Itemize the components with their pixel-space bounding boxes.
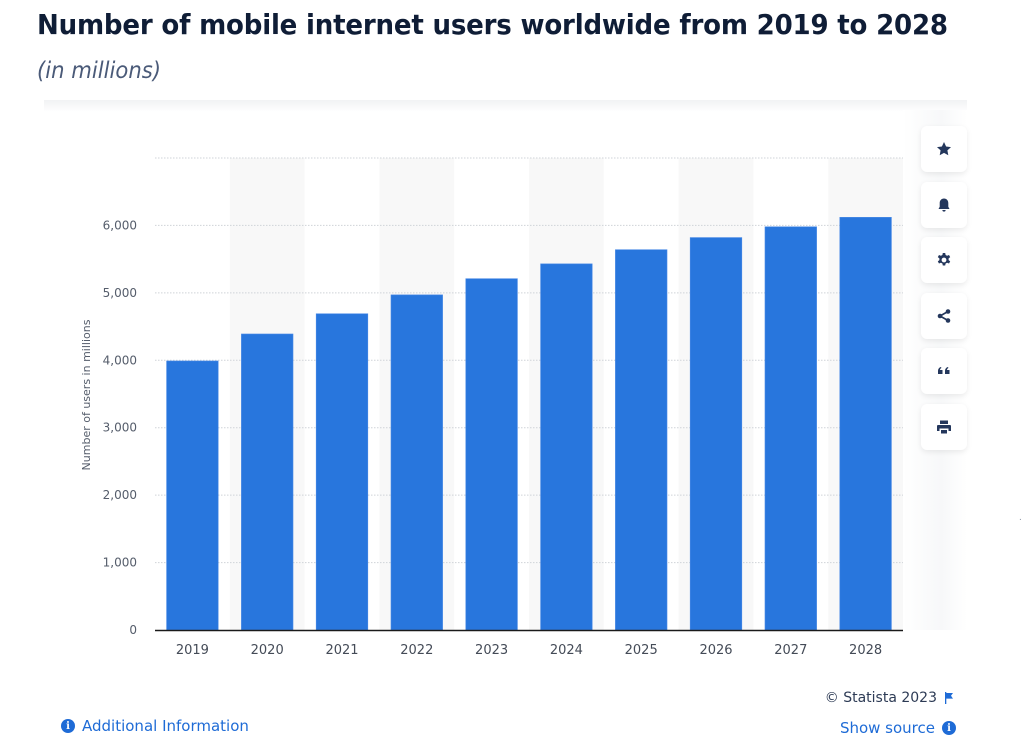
flag-icon bbox=[945, 692, 953, 704]
info-icon: i bbox=[61, 719, 75, 733]
gear-icon bbox=[937, 253, 951, 266]
bar-2019[interactable] bbox=[166, 360, 219, 631]
chart-subtitle: (in millions) bbox=[37, 58, 162, 84]
x-tick-label: 2026 bbox=[699, 643, 732, 658]
y-tick-label: 4,000 bbox=[103, 353, 137, 367]
bar-2022[interactable] bbox=[390, 294, 443, 631]
star-icon bbox=[937, 142, 951, 156]
x-tick-label: 2022 bbox=[400, 643, 433, 658]
bar-2026[interactable] bbox=[689, 237, 743, 631]
x-tick-label: 2019 bbox=[176, 643, 209, 658]
y-tick-label: 3,000 bbox=[103, 421, 137, 435]
quote-icon bbox=[938, 367, 950, 374]
favorite-button[interactable] bbox=[921, 126, 967, 172]
y-tick-label: 1,000 bbox=[103, 556, 137, 570]
bars bbox=[166, 217, 892, 631]
additional-information-label: Additional Information bbox=[82, 717, 249, 735]
notification-button[interactable] bbox=[921, 181, 967, 228]
copyright[interactable]: © Statista 2023 bbox=[825, 690, 954, 706]
action-sidebar bbox=[921, 126, 967, 459]
x-tick-label: 2027 bbox=[774, 643, 807, 658]
printer-icon bbox=[937, 420, 951, 433]
x-tick-label: 2021 bbox=[325, 643, 358, 658]
bar-2028[interactable] bbox=[839, 217, 892, 631]
bar-2021[interactable] bbox=[315, 313, 369, 631]
bar-2020[interactable] bbox=[241, 333, 294, 631]
cite-button[interactable] bbox=[921, 348, 967, 394]
y-tick-label: 5,000 bbox=[103, 286, 137, 300]
y-tick-label: 6,000 bbox=[103, 218, 137, 232]
y-tick-labels: 0 1,000 2,000 3,000 4,000 5,000 6,000 bbox=[103, 218, 137, 637]
show-source-link[interactable]: Show source i bbox=[840, 719, 956, 737]
settings-button[interactable] bbox=[921, 237, 967, 283]
x-tick-label: 2028 bbox=[849, 643, 882, 658]
chart-title: Number of mobile internet users worldwid… bbox=[37, 8, 948, 41]
x-tick-label: 2020 bbox=[251, 643, 284, 658]
bell-icon bbox=[938, 198, 950, 212]
x-tick-labels: 2019 2020 2021 2022 2023 2024 2025 2026 2027 2028 bbox=[176, 643, 882, 658]
share-icon bbox=[937, 308, 951, 323]
y-tick-label: 2,000 bbox=[103, 488, 137, 502]
bar-2025[interactable] bbox=[615, 249, 668, 631]
y-axis-label: Number of users in millions bbox=[80, 319, 93, 470]
info-icon: i bbox=[942, 721, 956, 735]
bar-2024[interactable] bbox=[540, 263, 593, 631]
stray-mark: . bbox=[1019, 512, 1022, 523]
x-tick-label: 2024 bbox=[550, 643, 583, 658]
x-tick-label: 2023 bbox=[475, 643, 508, 658]
print-button[interactable] bbox=[921, 403, 967, 450]
panel-top-shade bbox=[44, 100, 967, 112]
y-tick-label: 0 bbox=[129, 623, 137, 637]
bar-2023[interactable] bbox=[465, 278, 518, 631]
show-source-label: Show source bbox=[839, 719, 935, 737]
bar-2027[interactable] bbox=[764, 226, 817, 631]
copyright-label: © Statista 2023 bbox=[824, 690, 937, 706]
x-tick-label: 2025 bbox=[625, 643, 658, 658]
additional-information-link[interactable]: i Additional Information bbox=[61, 717, 249, 735]
share-button[interactable] bbox=[921, 292, 967, 339]
